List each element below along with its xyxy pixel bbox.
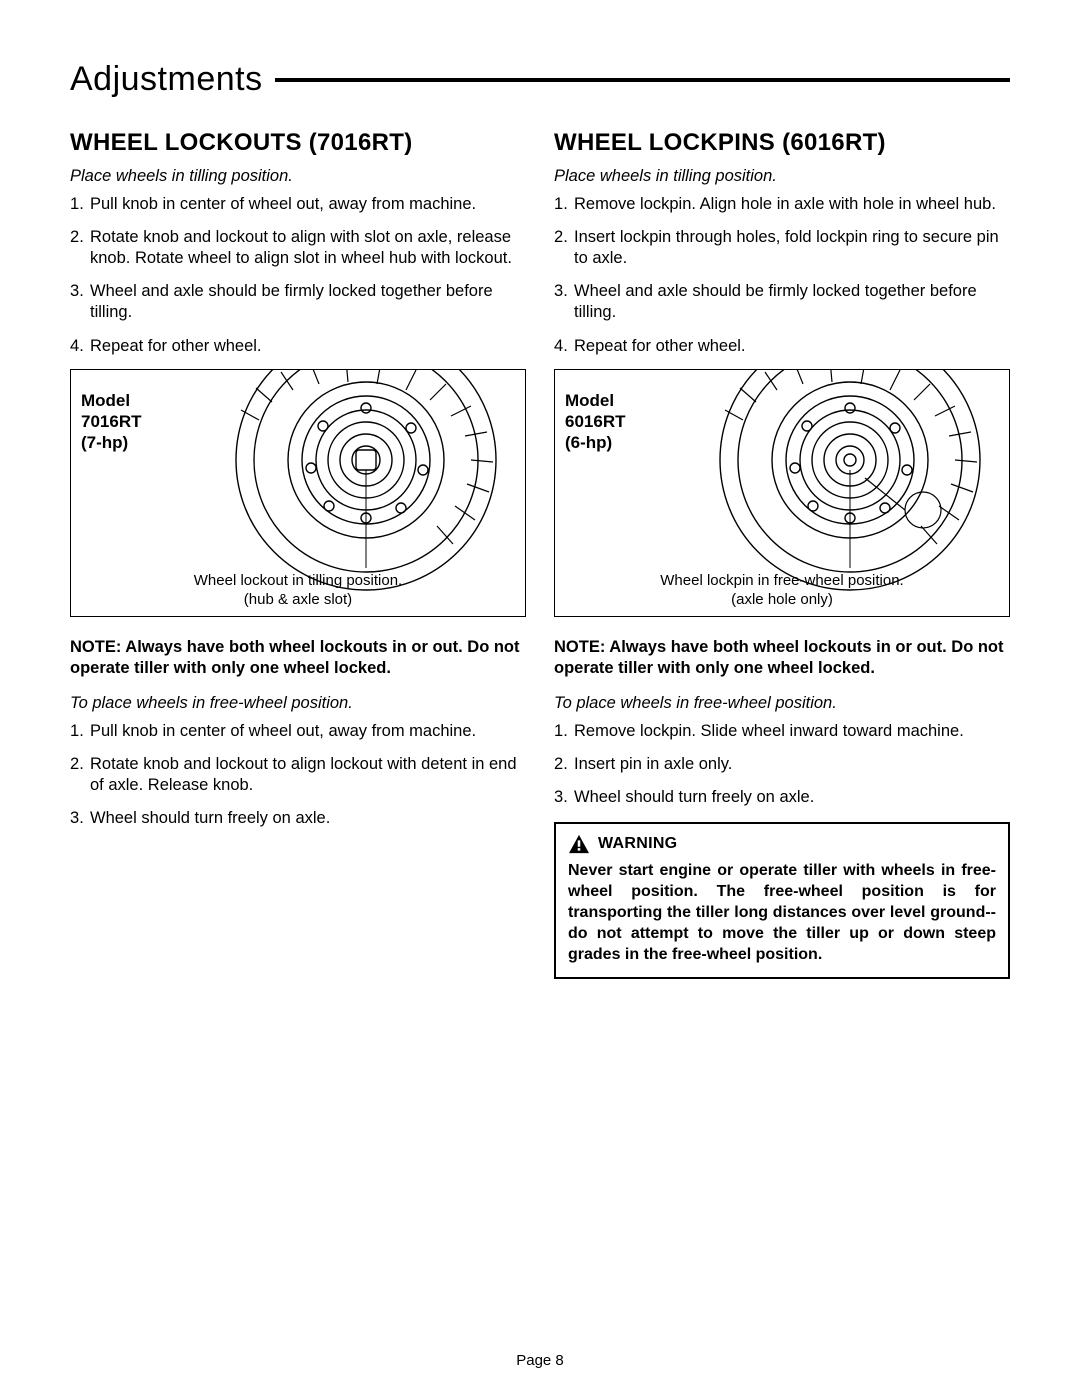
list-item: Wheel and axle should be firmly locked t… xyxy=(70,281,526,323)
page-number: Page 8 xyxy=(0,1352,1080,1369)
caption-line: (hub & axle slot) xyxy=(244,591,352,608)
warning-label: WARNING xyxy=(598,835,677,853)
right-figure-caption: Wheel lockpin in free-wheel position. (a… xyxy=(555,572,1009,610)
left-tilling-intro: Place wheels in tilling position. xyxy=(70,167,526,186)
right-note: NOTE: Always have both wheel lockouts in… xyxy=(554,637,1010,680)
left-model-label-text: Model 7016RT (7-hp) xyxy=(81,391,141,453)
list-item: Repeat for other wheel. xyxy=(554,336,1010,357)
list-item: Insert pin in axle only. xyxy=(554,754,1010,775)
list-item: Repeat for other wheel. xyxy=(70,336,526,357)
two-column-layout: WHEEL LOCKOUTS (7016RT) Place wheels in … xyxy=(70,129,1010,979)
section-rule xyxy=(275,78,1010,82)
right-model-label: Model 6016RT (6-hp) xyxy=(565,390,625,454)
list-item: Pull knob in center of wheel out, away f… xyxy=(70,194,526,215)
right-heading: WHEEL LOCKPINS (6016RT) xyxy=(554,129,1010,157)
list-item: Wheel should turn freely on axle. xyxy=(70,808,526,829)
right-freewheel-steps: Remove lockpin. Slide wheel inward towar… xyxy=(554,721,1010,808)
left-tilling-steps: Pull knob in center of wheel out, away f… xyxy=(70,194,526,357)
list-item: Pull knob in center of wheel out, away f… xyxy=(70,721,526,742)
right-tilling-intro: Place wheels in tilling position. xyxy=(554,167,1010,186)
caption-line: Wheel lockout in tilling position. xyxy=(194,572,402,589)
list-item: Remove lockpin. Align hole in axle with … xyxy=(554,194,1010,215)
left-freewheel-steps: Pull knob in center of wheel out, away f… xyxy=(70,721,526,829)
list-item: Wheel and axle should be firmly locked t… xyxy=(554,281,1010,323)
section-header: Adjustments xyxy=(70,60,1010,99)
warning-body: Never start engine or operate tiller wit… xyxy=(568,860,996,966)
left-note: NOTE: Always have both wheel lockouts in… xyxy=(70,637,526,680)
left-freewheel-intro: To place wheels in free-wheel position. xyxy=(70,694,526,713)
warning-box: WARNING Never start engine or operate ti… xyxy=(554,822,1010,980)
warning-triangle-icon xyxy=(568,834,590,854)
caption-line: (axle hole only) xyxy=(731,591,833,608)
list-item: Remove lockpin. Slide wheel inward towar… xyxy=(554,721,1010,742)
right-figure: Model 6016RT (6-hp) xyxy=(554,369,1010,617)
list-item: Rotate knob and lockout to align with sl… xyxy=(70,227,526,269)
right-freewheel-intro: To place wheels in free-wheel position. xyxy=(554,694,1010,713)
caption-line: Wheel lockpin in free-wheel position. xyxy=(660,572,903,589)
left-model-label: Model 7016RT (7-hp) xyxy=(81,390,141,454)
right-tilling-steps: Remove lockpin. Align hole in axle with … xyxy=(554,194,1010,357)
right-column: WHEEL LOCKPINS (6016RT) Place wheels in … xyxy=(554,129,1010,979)
right-model-label-text: Model 6016RT (6-hp) xyxy=(565,391,625,453)
warning-header: WARNING xyxy=(568,834,996,854)
list-item: Rotate knob and lockout to align lockout… xyxy=(70,754,526,796)
left-figure-caption: Wheel lockout in tilling position. (hub … xyxy=(71,572,525,610)
left-heading: WHEEL LOCKOUTS (7016RT) xyxy=(70,129,526,157)
left-figure: Model 7016RT (7-hp) xyxy=(70,369,526,617)
list-item: Wheel should turn freely on axle. xyxy=(554,787,1010,808)
left-column: WHEEL LOCKOUTS (7016RT) Place wheels in … xyxy=(70,129,526,979)
section-title-text: Adjustments xyxy=(70,60,263,99)
list-item: Insert lockpin through holes, fold lockp… xyxy=(554,227,1010,269)
